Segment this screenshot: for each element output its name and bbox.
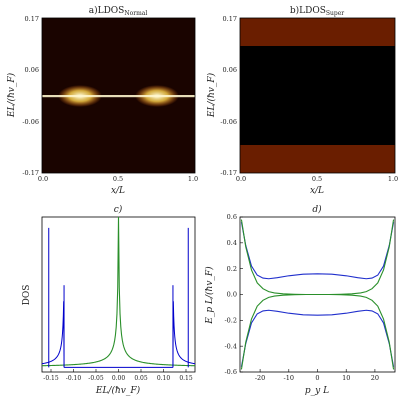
band-curve-0 [240, 222, 395, 280]
panel-b-ylabel: EL/(ħv_F) [206, 72, 217, 118]
panel-c-ticks: -0.15 -0.10 -0.05 0.00 0.05 0.10 0.15 [43, 369, 193, 382]
panel-d-ytick-5: -0.4 [224, 342, 237, 350]
panel-b-top-band [240, 18, 395, 46]
panel-c-xtick-0: -0.15 [43, 375, 59, 382]
panel-a-xlabel: x/L [111, 186, 125, 196]
panel-a-xtick-1: 0.5 [113, 175, 123, 183]
panel-c-xtick-2: -0.05 [88, 375, 104, 382]
panel-d-ytick-3: 0.0 [227, 291, 237, 299]
panel-c-ylabel: DOS [22, 285, 32, 306]
panel-a-ylabel: EL/(ħv_F) [6, 72, 17, 118]
panel-b-ytick-2: -0.06 [220, 118, 237, 126]
panel-b-xtick-2: 1.0 [388, 175, 398, 183]
band-curve-3 [240, 293, 395, 370]
panel-c-title: c) [114, 204, 123, 215]
panel-d-xlabel: p_y L [305, 386, 329, 396]
panel-d-ytick-6: -0.6 [224, 368, 237, 376]
panel-a-title: a)LDOSNormal [89, 5, 148, 17]
panel-d-marks [240, 219, 395, 370]
panel-c-xtick-5: 0.10 [157, 375, 171, 382]
panel-a-zero-line [42, 95, 195, 98]
panel-a-ytick-0: 0.17 [25, 15, 39, 23]
panel-c-xtick-1: -0.10 [66, 375, 82, 382]
panel-d-ytick-1: 0.4 [227, 239, 237, 247]
panel-b-xtick-1: 0.5 [312, 175, 322, 183]
dos-super-left-branch [41, 301, 65, 368]
panel-b-xlabel: x/L [310, 186, 324, 196]
panel-b: b)LDOSSuper 0.17 0.06 -0.06 -0.17 0.0 0.… [206, 5, 398, 196]
panel-a: a)LDOSNormal 0.17 0.06 -0.06 -0.17 0.0 0… [6, 5, 198, 196]
panel-c-frame [41, 216, 196, 373]
panel-b-title: b)LDOSSuper [290, 5, 344, 17]
panel-b-ytick-3: -0.17 [220, 169, 237, 177]
panel-a-ytick-1: 0.06 [25, 66, 39, 74]
dos-normal-curve [41, 216, 196, 367]
panel-c-xtick-4: 0.05 [134, 375, 148, 382]
panel-c-xtick-6: 0.15 [179, 375, 193, 382]
panel-c-marks [41, 216, 196, 368]
panel-c-xlabel: EL/(ħv_F) [95, 385, 141, 396]
panel-d-title: d) [312, 204, 322, 215]
panel-d-ticks: -20 -10 0 10 20 0.6 0.4 0.2 0.0 -0.2 -0.4 -0.6 [224, 213, 379, 382]
panel-a-xtick-2: 1.0 [188, 175, 198, 183]
panel-c-xtick-3: 0.00 [112, 375, 126, 382]
panel-b-frame [239, 17, 396, 174]
panel-d-xtick-0: -20 [255, 374, 265, 382]
panel-b-xtick-0: 0.0 [236, 175, 246, 183]
panel-d-xtick-1: -10 [284, 374, 294, 382]
band-curve-1 [240, 309, 395, 367]
panel-d-ytick-0: 0.6 [227, 213, 237, 221]
panel-a-ytick-3: -0.17 [22, 169, 39, 177]
dos-super-right-branch [172, 301, 196, 368]
panel-d-xtick-4: 20 [371, 374, 379, 382]
panel-a-ytick-2: -0.06 [22, 118, 39, 126]
panel-c: c) -0.15 -0.10 -0.05 0.00 0.05 0.10 0.15 DOS E… [22, 204, 196, 396]
panel-d-ylabel: E_p L/(ħv_F) [204, 266, 215, 325]
panel-d-xtick-3: 10 [342, 374, 350, 382]
panel-a-xtick-0: 0.0 [38, 175, 48, 183]
panel-d-ytick-2: 0.2 [227, 265, 237, 273]
panel-d-ytick-4: -0.2 [224, 317, 237, 325]
panel-d-xtick-2: 0 [315, 374, 319, 382]
panel-d: d) -20 -10 0 10 20 0.6 0.4 0.2 0.0 -0.2 -0.4 -0.6 E… [204, 204, 396, 396]
panel-b-ytick-1: 0.06 [223, 66, 237, 74]
panel-b-bottom-band [240, 145, 395, 173]
panel-b-ytick-0: 0.17 [223, 15, 237, 23]
panel-a-frame [41, 17, 196, 174]
